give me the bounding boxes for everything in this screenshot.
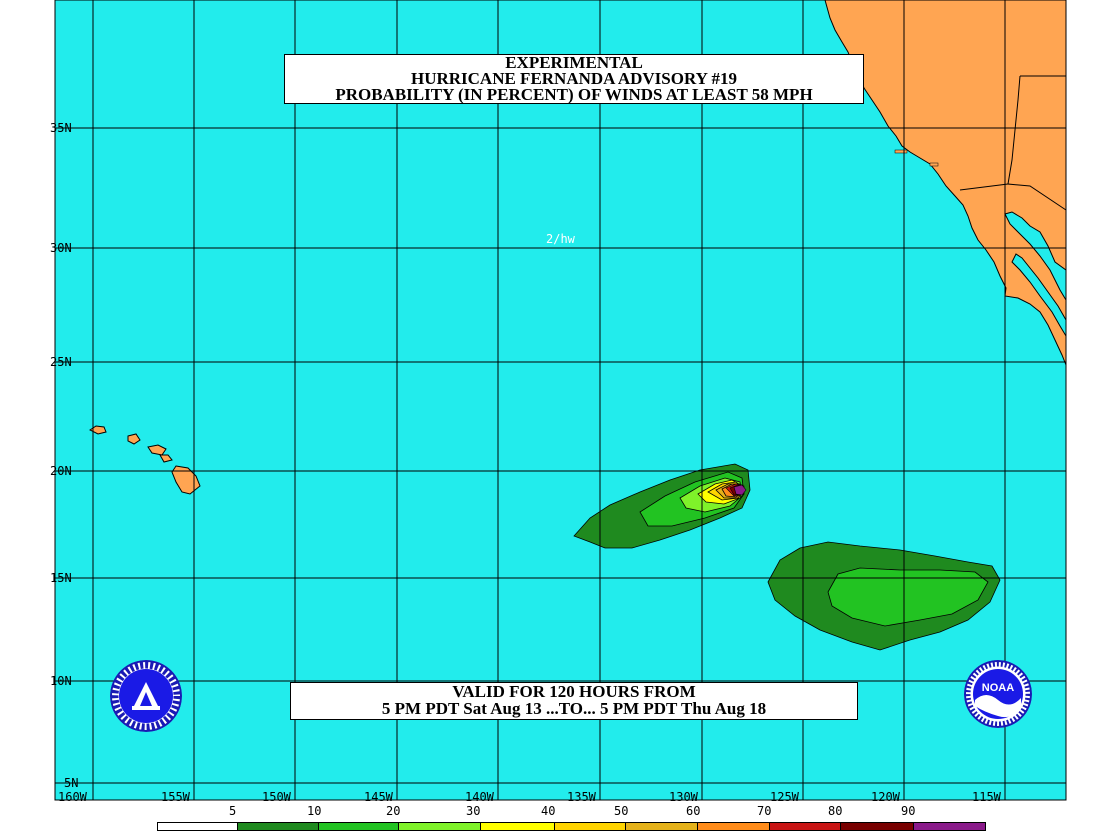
- map-frame: [54, 0, 1067, 801]
- lat-label-30n: 30N: [50, 241, 72, 255]
- second-system-probability-swath: [767, 541, 1001, 651]
- legend-swatch-80-90: [840, 822, 914, 831]
- nws-seal-icon: [110, 660, 182, 732]
- legend-swatch-50-60: [625, 822, 698, 831]
- lat-label-5n: 5N: [64, 776, 79, 790]
- legend-value-30: 30: [466, 804, 481, 818]
- title-line-2: HURRICANE FERNANDA ADVISORY #19: [410, 69, 738, 88]
- legend-swatch-90-100: [913, 822, 986, 831]
- lon-label-120w: 120W: [871, 790, 900, 804]
- legend-swatch-40-50: [554, 822, 626, 831]
- valid-period-box: VALID FOR 120 HOURS FROM 5 PM PDT Sat Au…: [290, 682, 858, 720]
- valid-line-2: 5 PM PDT Sat Aug 13 ...TO... 5 PM PDT Th…: [381, 699, 767, 718]
- legend-value-70: 70: [757, 804, 772, 818]
- legend-swatch-5-10: [237, 822, 319, 831]
- lon-label-145w: 145W: [364, 790, 393, 804]
- legend-value-50: 50: [614, 804, 629, 818]
- noaa-logo-icon: NOAA: [964, 660, 1032, 728]
- fernanda-probability-swath: [573, 463, 751, 549]
- legend-value-80: 80: [828, 804, 843, 818]
- lon-label-130w: 130W: [669, 790, 698, 804]
- lon-label-115w: 115W: [972, 790, 1001, 804]
- coastline-north-america: [824, 0, 1067, 366]
- legend-value-10: 10: [307, 804, 322, 818]
- lat-label-25n: 25N: [50, 355, 72, 369]
- lon-label-150w: 150W: [262, 790, 291, 804]
- legend-swatch-0-5: [157, 822, 238, 831]
- legend-swatch-20-30: [398, 822, 481, 831]
- forecaster-initials: 2/hw: [546, 232, 575, 246]
- lat-label-15n: 15N: [50, 571, 72, 585]
- title-box: EXPERIMENTAL HURRICANE FERNANDA ADVISORY…: [284, 54, 864, 104]
- lat-label-35n: 35N: [50, 121, 72, 135]
- noaa-logo-text: NOAA: [982, 682, 1014, 694]
- legend-value-5: 5: [229, 804, 237, 818]
- legend-swatch-70-80: [769, 822, 841, 831]
- legend-swatch-10-20: [318, 822, 399, 831]
- legend-value-20: 20: [386, 804, 401, 818]
- lat-lon-grid: [55, 0, 1066, 800]
- lon-label-140w: 140W: [465, 790, 494, 804]
- legend-value-90: 90: [901, 804, 916, 818]
- valid-line-1: VALID FOR 120 HOURS FROM: [452, 682, 696, 701]
- lon-label-135w: 135W: [567, 790, 596, 804]
- lon-label-155w: 155W: [161, 790, 190, 804]
- lat-label-20n: 20N: [50, 464, 72, 478]
- lat-label-10n: 10N: [50, 674, 72, 688]
- lon-label-125w: 125W: [770, 790, 799, 804]
- legend-value-60: 60: [686, 804, 701, 818]
- title-line-3: PROBABILITY (IN PERCENT) OF WINDS AT LEA…: [335, 85, 813, 104]
- lon-label-160w: 160W: [58, 790, 87, 804]
- legend-swatch-60-70: [697, 822, 770, 831]
- legend-swatch-30-40: [480, 822, 555, 831]
- hawaii-islands: [89, 425, 201, 495]
- legend-value-40: 40: [541, 804, 556, 818]
- title-line-1: EXPERIMENTAL: [505, 53, 643, 72]
